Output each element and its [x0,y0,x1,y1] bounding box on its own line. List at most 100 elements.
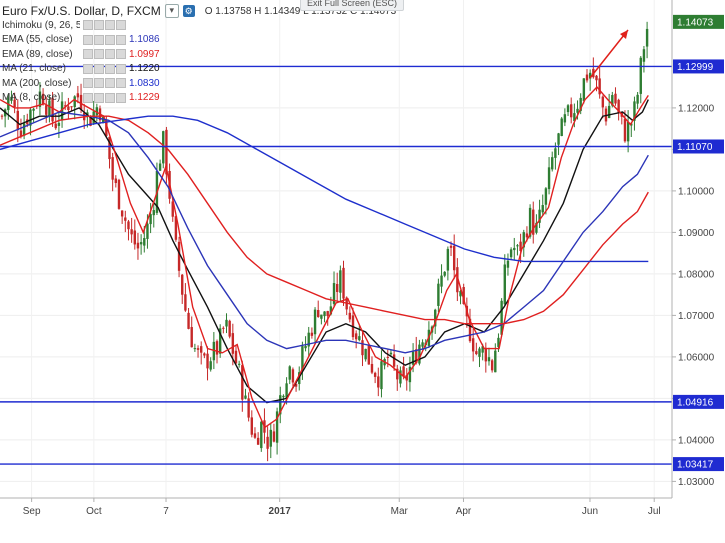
settings-icon[interactable] [94,49,104,60]
candle [174,215,178,242]
candle-body [418,344,421,364]
candle-body [459,291,462,297]
candle-body [443,271,446,276]
settings-icon[interactable]: ⚙ [182,5,195,17]
candle-body [181,274,184,295]
settings-icon[interactable] [94,78,104,89]
candle-body [623,118,627,142]
close-icon[interactable] [116,20,126,31]
level-price-tag[interactable] [673,59,724,74]
visibility-icon[interactable] [83,78,93,89]
settings-icon[interactable] [94,20,104,31]
candle-body [301,346,304,371]
candle [418,339,421,366]
candle-body [288,366,291,380]
indicator-row[interactable]: EMA (55, close) 1.1086 [2,33,396,48]
indicator-row[interactable]: MA (8, close) 1.1229 [2,91,396,106]
candle-body [541,205,544,213]
candle [560,116,563,137]
add-icon[interactable] [105,34,115,45]
candle-body [576,108,579,113]
candle-body [10,96,13,101]
candle-body [389,352,393,355]
candle-body [626,121,630,142]
indicator-row[interactable]: MA (200, close) 1.0830 [2,76,396,91]
candle-body [291,369,295,383]
settings-icon[interactable] [94,63,104,74]
candle-body [636,94,639,104]
candle-body [645,28,649,47]
candle-body [456,267,459,293]
level-price-tag[interactable] [673,394,724,409]
visibility-icon[interactable] [83,92,93,103]
visibility-icon[interactable] [83,34,93,45]
close-icon[interactable] [116,34,126,45]
candle-body [95,107,99,116]
settings-icon[interactable] [94,92,104,103]
candle [566,104,570,117]
candle [475,342,478,356]
candle [320,314,323,325]
candle-body [323,311,326,317]
price-tick-label: 1.03000 [678,477,715,488]
add-icon[interactable] [105,20,115,31]
time-axis[interactable]: Sep Oct 7 2017 Mar Apr Jun Jul [0,497,672,517]
visibility-icon[interactable] [83,49,93,60]
candle [323,311,326,323]
close-icon[interactable] [116,78,126,89]
symbol-title[interactable]: Euro Fx/U.S. Dollar, D, FXCM [2,4,161,18]
add-icon[interactable] [105,78,115,89]
candle [490,358,494,373]
chevron-down-icon[interactable]: ▾ [164,4,179,18]
candle-body [133,230,136,245]
trend-arrow-line[interactable] [589,29,629,79]
candle-body [73,96,76,108]
candle-body [415,349,418,364]
candle-body [399,370,402,384]
candle-body [225,319,228,327]
candle [538,199,541,229]
candle-body [560,118,563,137]
level-price-tag[interactable] [673,457,724,472]
price-axis[interactable]: 1.120001.110001.100001.090001.080001.070… [671,0,725,498]
candle-body [234,350,238,364]
candle [617,98,620,121]
candle-body [275,411,279,443]
add-icon[interactable] [105,49,115,60]
candle-body [256,437,260,445]
indicator-row[interactable]: EMA (89, close) 1.0997 [2,47,396,62]
last-price-tag[interactable] [673,14,724,29]
candle-body [522,232,525,248]
add-icon[interactable] [105,63,115,74]
visibility-icon[interactable] [83,20,93,31]
candle-body [639,57,642,94]
add-icon[interactable] [105,92,115,103]
candle-body [386,356,389,358]
indicator-row[interactable]: MA (21, close) 1.1220 [2,62,396,77]
close-icon[interactable] [116,49,126,60]
candle [588,69,592,91]
candle-body [253,433,257,438]
candle-body [354,333,358,340]
indicator-row[interactable]: Ichimoku (9, 26, 52, 26) [2,18,396,33]
candle [598,66,601,99]
exit-full-screen-button[interactable]: Exit Full Screen (ESC) [300,0,405,11]
close-icon[interactable] [116,63,126,74]
candle-body [136,242,140,249]
level-price-tag[interactable] [673,139,724,154]
trend-arrow[interactable] [589,29,629,79]
candle-body [478,348,481,357]
settings-icon[interactable] [94,34,104,45]
candle-body [64,105,67,107]
candle-body [317,309,320,317]
indicator-line [0,111,649,354]
candle-body [339,270,342,293]
candle [120,210,124,224]
candle [10,90,13,104]
close-icon[interactable] [116,92,126,103]
visibility-icon[interactable] [83,63,93,74]
time-tick-label: 7 [163,506,169,517]
candle [373,371,377,384]
candle-body [285,383,288,398]
